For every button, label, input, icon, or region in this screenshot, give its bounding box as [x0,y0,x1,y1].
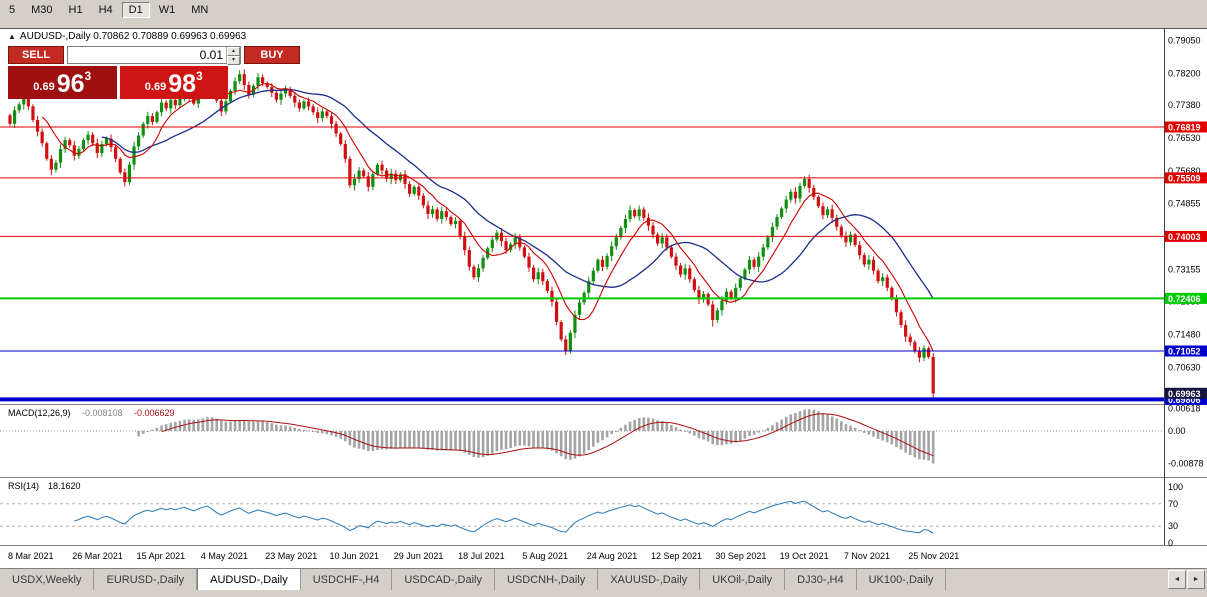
volume-increase-button[interactable]: ▲ [227,47,240,56]
volume-decrease-button[interactable]: ▼ [227,56,240,65]
svg-text:30: 30 [1168,521,1178,531]
svg-text:MACD(12,26,9): MACD(12,26,9) [8,408,71,418]
tab-xauusd-daily[interactable]: XAUUSD-,Daily [598,569,701,590]
svg-text:100: 100 [1168,482,1183,492]
tab-usdcad-daily[interactable]: USDCAD-,Daily [392,569,495,590]
chart-symbol-header: ▲ AUDUSD-,Daily 0.70862 0.70889 0.69963 … [8,31,246,42]
svg-text:7 Nov 2021: 7 Nov 2021 [844,551,890,561]
svg-text:0.74003: 0.74003 [1168,232,1201,242]
horizontal-lines-layer[interactable] [0,126,1164,402]
svg-text:0.75509: 0.75509 [1168,173,1201,183]
buy-price-big: 98 [168,70,197,98]
chart-symbol-icon: ▲ [8,31,16,41]
svg-text:18.1620: 18.1620 [48,481,81,491]
svg-text:0.69963: 0.69963 [1168,389,1201,399]
svg-text:0.72406: 0.72406 [1168,294,1201,304]
pane-separators[interactable] [0,28,1207,546]
svg-text:29 Jun 2021: 29 Jun 2021 [394,551,444,561]
chart-tab-bar: USDX,Weekly EURUSD-,Daily AUDUSD-,Daily USD… [0,568,1207,590]
sell-price-prefix: 0.69 [33,81,55,93]
timeframe-button-5[interactable]: 5 [9,4,16,16]
svg-text:30 Sep 2021: 30 Sep 2021 [715,551,766,561]
sell-button[interactable]: SELL [8,46,64,64]
svg-text:0.71052: 0.71052 [1168,346,1201,356]
chart-canvas[interactable]: MACD(12,26,9) -0.008108 -0.006629 RSI(14) 18… [0,28,1207,568]
timeframe-toolbar: 5 M30 H1 H4 D1 W1 MN [0,0,1207,28]
svg-text:19 Oct 2021: 19 Oct 2021 [780,551,829,561]
tab-ukoil-daily[interactable]: UKOil-,Daily [700,569,786,590]
rsi-panel: RSI(14) 18.1620 [0,481,1164,534]
svg-text:0.75680: 0.75680 [1168,166,1201,176]
moving-averages-layer [41,82,934,352]
price-badges[interactable]: 0.76819 0.75509 0.74003 0.72406 0.71052 0.698… [1165,121,1207,405]
one-click-trading-panel: SELL ▲ ▼ BUY 0.69 96 3 0.69 98 3 [8,46,300,99]
svg-text:-0.008108: -0.008108 [82,408,123,418]
sell-price-sup: 3 [84,69,92,83]
tab-eurusd-daily[interactable]: EURUSD-,Daily [94,569,198,590]
svg-text:4 May 2021: 4 May 2021 [201,551,248,561]
tab-uk100-daily[interactable]: UK100-,Daily [857,569,947,590]
svg-text:10 Jun 2021: 10 Jun 2021 [330,551,380,561]
tab-usdchf-h4[interactable]: USDCHF-,H4 [301,569,393,590]
buy-price-prefix: 0.69 [144,81,167,93]
sell-price-display[interactable]: 0.69 96 3 [8,66,117,99]
tab-dj30-h4[interactable]: DJ30-,H4 [785,569,857,590]
timeframe-button-h4[interactable]: H4 [98,4,113,16]
svg-text:25 Nov 2021: 25 Nov 2021 [908,551,959,561]
svg-text:0.69806: 0.69806 [1168,395,1201,405]
svg-text:0.77380: 0.77380 [1168,100,1201,110]
symbol-ohlc-text: AUDUSD-,Daily 0.70862 0.70889 0.69963 0.… [19,31,247,42]
bottom-strip [0,590,1207,597]
svg-text:0.74855: 0.74855 [1168,198,1201,208]
sell-price-big: 96 [56,70,85,98]
svg-text:0.70630: 0.70630 [1168,362,1201,372]
volume-field[interactable]: ▲ ▼ [67,46,241,65]
svg-text:0.76819: 0.76819 [1168,123,1201,133]
svg-text:0.78200: 0.78200 [1168,68,1201,78]
svg-text:26 Mar 2021: 26 Mar 2021 [72,551,123,561]
tab-scroll-right-icon[interactable]: ► [1187,570,1205,589]
svg-text:24 Aug 2021: 24 Aug 2021 [587,551,638,561]
macd-panel: MACD(12,26,9) -0.008108 -0.006629 [0,408,1164,464]
tab-scroll-left-icon[interactable]: ◄ [1168,570,1186,589]
timeframe-buttons: 5 M30 H1 H4 D1 W1 MN [0,0,1207,18]
date-axis: 8 Mar 2021 26 Mar 2021 15 Apr 2021 4 May 20… [8,551,959,561]
svg-text:12 Sep 2021: 12 Sep 2021 [651,551,702,561]
timeframe-button-mn[interactable]: MN [191,4,209,16]
buy-price-sup: 3 [196,69,203,83]
svg-text:-0.00878: -0.00878 [1168,458,1204,468]
tab-scroll-controls: ◄ ► [1168,569,1207,590]
svg-text:0.00618: 0.00618 [1168,403,1201,413]
timeframe-button-d1[interactable]: D1 [121,2,150,18]
svg-text:18 Jul 2021: 18 Jul 2021 [458,551,505,561]
tab-usdx-weekly[interactable]: USDX,Weekly [0,569,95,590]
svg-text:15 Apr 2021: 15 Apr 2021 [137,551,186,561]
timeframe-button-w1[interactable]: W1 [158,4,176,16]
volume-spinner: ▲ ▼ [226,47,240,65]
svg-text:0: 0 [1168,538,1173,548]
tab-usdcnh-daily[interactable]: USDCNH-,Daily [495,569,599,590]
tab-audusd-daily[interactable]: AUDUSD-,Daily [197,569,301,590]
svg-text:0.00: 0.00 [1168,426,1186,436]
svg-text:0.76530: 0.76530 [1168,133,1201,143]
svg-text:23 May 2021: 23 May 2021 [265,551,317,561]
svg-text:0.79050: 0.79050 [1168,35,1201,45]
svg-text:0.73155: 0.73155 [1168,264,1201,274]
svg-text:5 Aug 2021: 5 Aug 2021 [522,551,568,561]
svg-text:70: 70 [1168,499,1178,509]
svg-text:0.71480: 0.71480 [1168,329,1201,339]
buy-price-display[interactable]: 0.69 98 3 [119,66,228,99]
svg-text:-0.006629: -0.006629 [134,408,175,418]
svg-text:8 Mar 2021: 8 Mar 2021 [8,551,54,561]
timeframe-button-m30[interactable]: M30 [31,4,53,16]
svg-text:RSI(14): RSI(14) [8,481,39,491]
volume-input[interactable] [68,47,226,63]
buy-button[interactable]: BUY [244,46,300,64]
timeframe-button-h1[interactable]: H1 [68,4,83,16]
